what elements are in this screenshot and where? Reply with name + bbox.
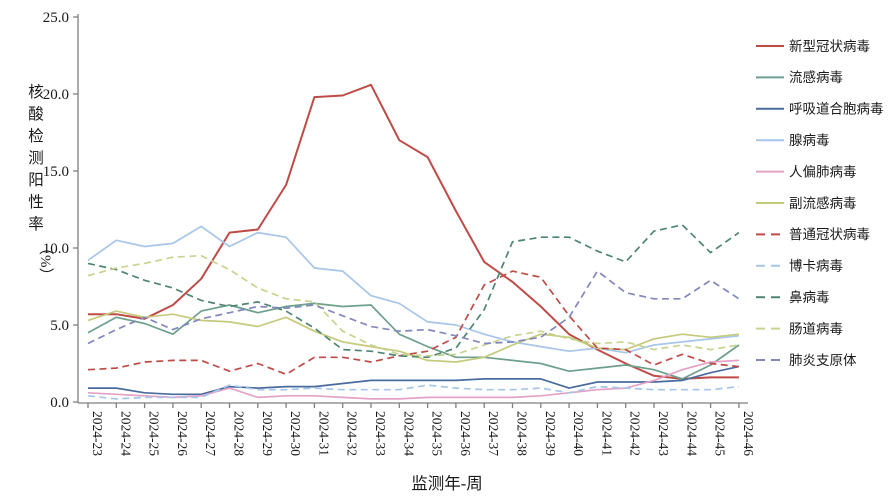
series-line-6 — [87, 270, 739, 376]
y-axis-label-char: 核 — [28, 83, 44, 101]
legend-item: 人偏肺病毒 — [756, 164, 857, 179]
y-axis-label-unit: （%） — [37, 240, 54, 283]
series-line-2 — [88, 365, 740, 396]
x-tick-label: 2024-24 — [118, 411, 133, 456]
x-tick-label: 2024-41 — [599, 411, 614, 456]
legend-label: 鼻病毒 — [789, 289, 830, 305]
series-lines — [87, 83, 740, 400]
series-line-5 — [87, 310, 739, 363]
y-axis-label-char: 率 — [28, 215, 44, 233]
legend-label: 肠道病毒 — [789, 321, 843, 336]
x-tick-label: 2024-37 — [486, 411, 501, 456]
legend-item: 肺炎支原体 — [756, 353, 857, 368]
series-line-7 — [87, 384, 739, 400]
x-tick-label: 2024-23 — [90, 411, 105, 456]
legend-item: 腺病毒 — [756, 133, 830, 148]
x-tick-labels: 2024-23 2024-24 2024-25 2024-26 2024-27 2024-… — [87, 403, 756, 456]
y-axis-label-char: 测 — [28, 149, 44, 167]
x-tick-label: 2024-38 — [515, 411, 530, 456]
y-tick-label: 25.0 — [43, 10, 69, 26]
y-tick-label: 20.0 — [43, 87, 69, 103]
legend-item: 肠道病毒 — [756, 321, 843, 336]
series-line-1 — [87, 302, 740, 380]
legend-item: 鼻病毒 — [756, 289, 830, 305]
x-tick-label: 2024-34 — [401, 411, 416, 456]
series-line-0 — [88, 83, 739, 380]
x-tick-label: 2024-26 — [175, 411, 190, 456]
legend-label: 副流感病毒 — [789, 195, 857, 211]
x-tick-label: 2024-32 — [345, 411, 360, 456]
legend-item: 流感病毒 — [756, 69, 843, 85]
legend-label: 流感病毒 — [789, 69, 843, 85]
y-axis-label-char: 酸 — [28, 105, 44, 123]
x-tick-label: 2024-36 — [458, 411, 473, 456]
x-tick-label: 2024-35 — [430, 411, 445, 456]
x-tick-label: 2024-39 — [543, 411, 558, 456]
x-tick-label: 2024-45 — [713, 411, 728, 456]
x-axis-label: 监测年-周 — [411, 474, 483, 493]
legend-item: 呼吸道合胞病毒 — [756, 102, 884, 117]
legend-label: 呼吸道合胞病毒 — [789, 102, 884, 117]
legend-label: 新型冠状病毒 — [789, 39, 870, 54]
y-tick-label: 10.0 — [43, 241, 69, 257]
x-tick-label: 2024-44 — [684, 411, 699, 456]
legend-label: 肺炎支原体 — [789, 353, 857, 368]
x-tick-label: 2024-27 — [203, 411, 218, 456]
x-tick-label: 2024-31 — [316, 411, 331, 456]
x-tick-label: 2024-43 — [656, 411, 671, 456]
y-tick-label: 5.0 — [50, 318, 69, 334]
legend-label: 普通冠状病毒 — [789, 227, 870, 242]
x-tick-label: 2024-42 — [628, 411, 643, 456]
x-tick-label: 2024-33 — [373, 411, 388, 456]
y-tick-label: 15.0 — [43, 164, 69, 180]
y-tick-label: 0.0 — [50, 395, 69, 411]
x-tick-label: 2024-29 — [260, 411, 275, 456]
legend-item: 副流感病毒 — [756, 195, 857, 211]
legend: 新型冠状病毒流感病毒呼吸道合胞病毒腺病毒人偏肺病毒副流感病毒普通冠状病毒博卡病毒… — [756, 39, 884, 368]
legend-item: 博卡病毒 — [756, 258, 843, 274]
x-axis-label: 监测年-周 — [411, 474, 483, 493]
y-axis-label-char: 检 — [28, 127, 44, 145]
x-tick-label: 2024-25 — [147, 411, 162, 456]
y-axis-label-char: 阳 — [28, 171, 44, 189]
legend-item: 新型冠状病毒 — [756, 39, 870, 54]
legend-label: 人偏肺病毒 — [789, 164, 857, 179]
x-tick-label: 2024-28 — [232, 411, 247, 456]
x-tick-label: 2024-40 — [571, 411, 586, 456]
legend-item: 普通冠状病毒 — [756, 227, 870, 242]
y-tick-labels: 0.0 5.0 10.0 15.0 20.0 25.0 — [43, 10, 78, 411]
series-line-4 — [87, 359, 739, 400]
y-axis-label-char: 性 — [28, 193, 44, 211]
series-line-8 — [87, 224, 740, 359]
legend-label: 腺病毒 — [789, 133, 830, 148]
series-line-10 — [87, 270, 740, 345]
x-tick-label: 2024-46 — [741, 411, 756, 456]
x-tick-label: 2024-30 — [288, 411, 303, 456]
axes — [77, 14, 748, 404]
legend-label: 博卡病毒 — [789, 258, 843, 274]
series-line-9 — [87, 254, 740, 357]
series-line-3 — [87, 225, 739, 354]
